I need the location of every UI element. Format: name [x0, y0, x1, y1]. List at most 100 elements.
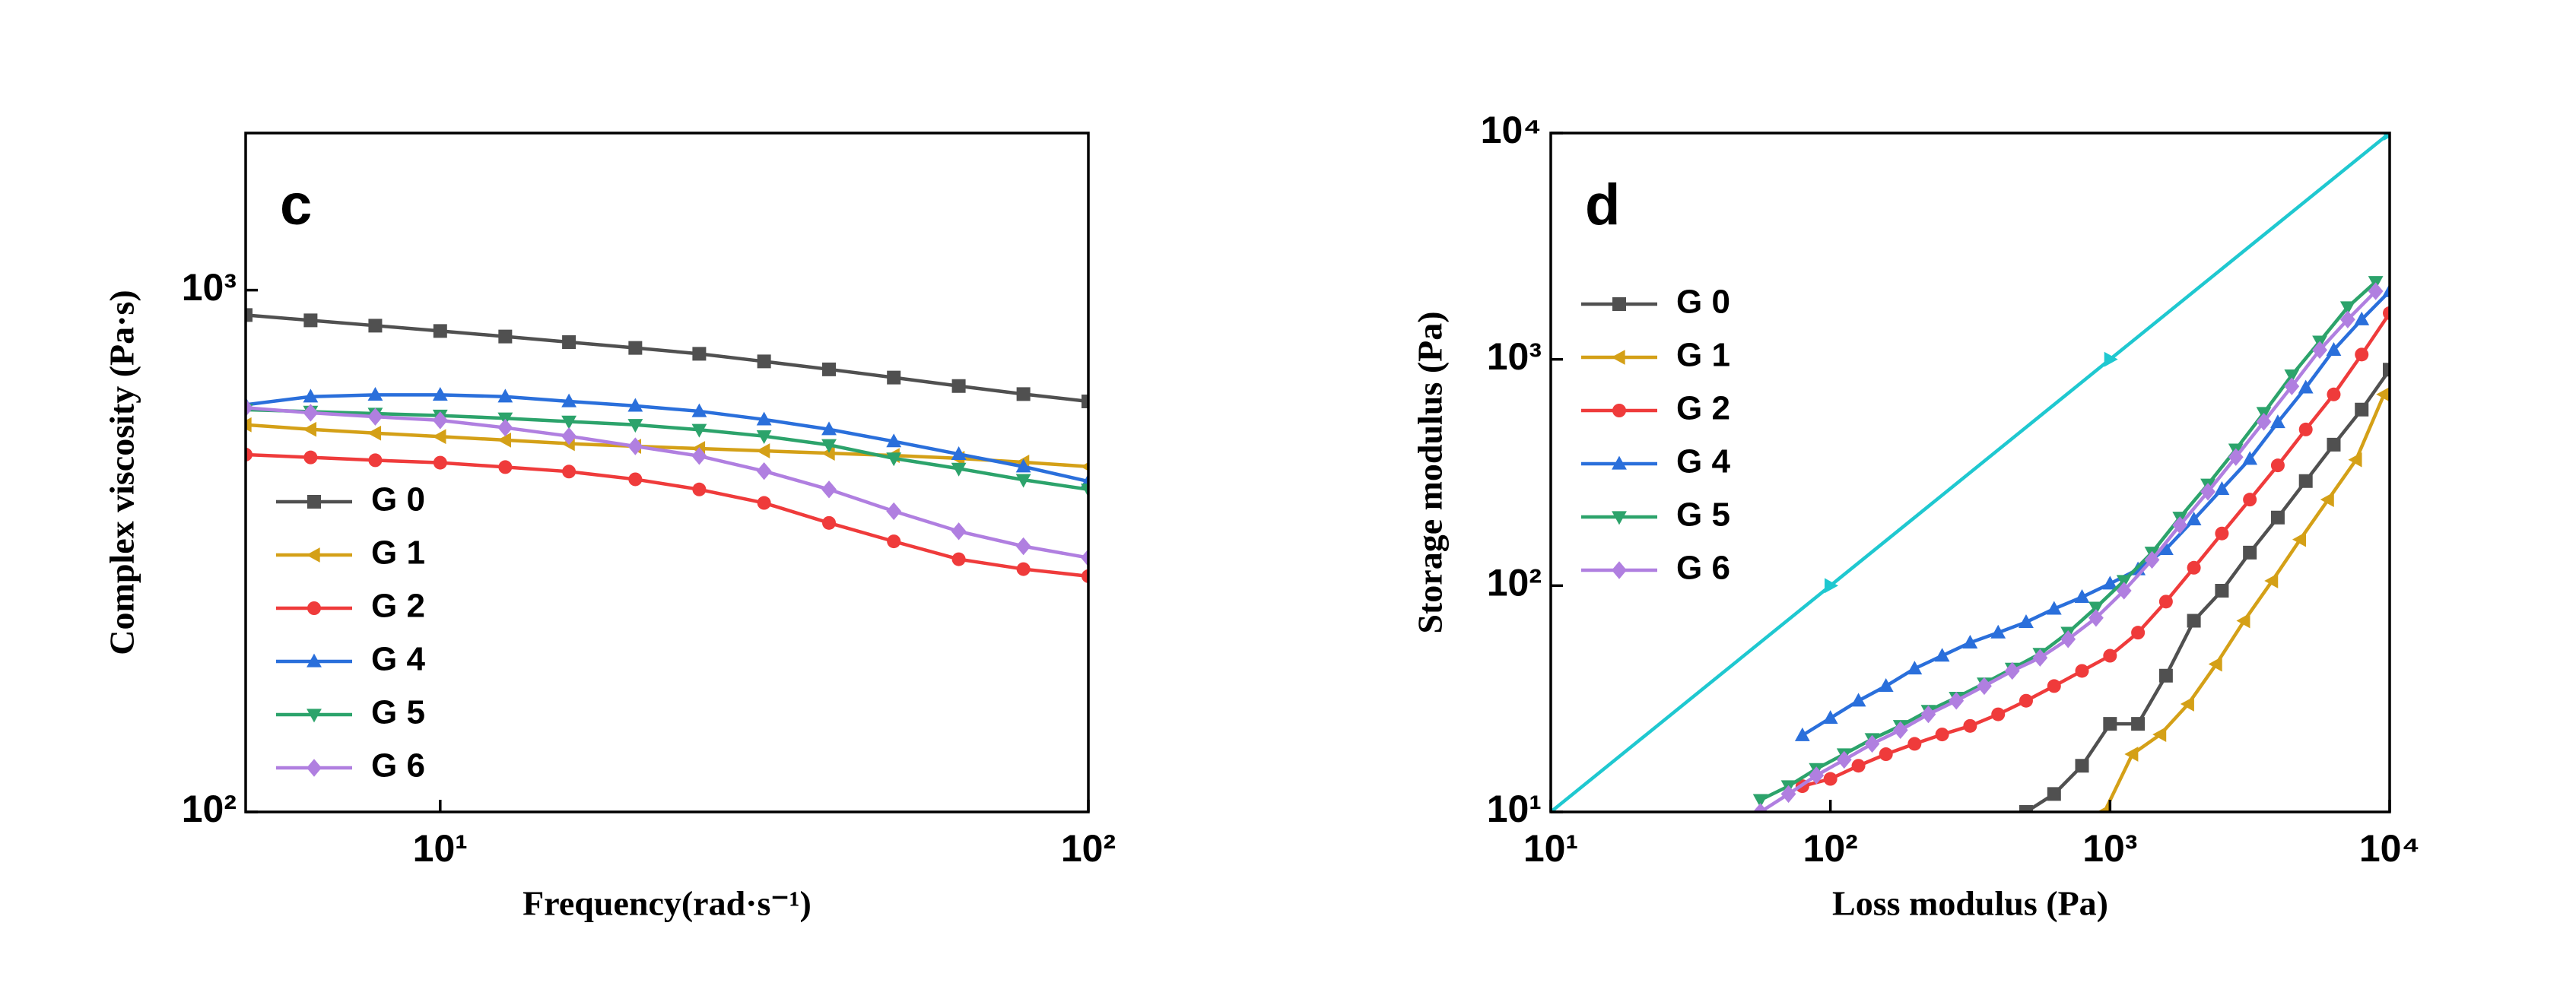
data-point — [2355, 402, 2369, 417]
data-point — [2355, 347, 2369, 362]
series-line — [246, 423, 1088, 468]
data-point — [2075, 664, 2089, 678]
legend-label: G 0 — [1676, 284, 1730, 321]
data-point — [1879, 747, 1893, 762]
data-point — [886, 502, 902, 521]
data-point — [2270, 458, 2285, 473]
series — [1795, 306, 2390, 794]
data-point — [561, 393, 577, 407]
data-point — [2144, 550, 2160, 569]
data-point — [497, 418, 513, 437]
data-point — [1082, 394, 1088, 408]
legend-label: G 2 — [1676, 390, 1730, 427]
data-point — [628, 341, 643, 355]
x-tick-label: 10³ — [2082, 827, 2137, 870]
legend-label: G 4 — [371, 641, 425, 678]
y-tick-label: 10⁴ — [1481, 109, 1542, 151]
y-axis-label: Storage modulus (Pa) — [1411, 311, 1450, 633]
data-point — [691, 447, 707, 465]
data-point — [2264, 573, 2279, 588]
series — [2096, 387, 2390, 812]
data-point — [2327, 437, 2341, 452]
data-point — [2354, 311, 2370, 325]
y-axis-label: Complex viscosity (Pa·s) — [103, 290, 141, 655]
data-point — [1822, 710, 1838, 725]
x-tick-label: 10² — [1803, 827, 1858, 870]
data-point — [951, 379, 966, 393]
legend-marker — [1611, 350, 1625, 365]
data-point — [1990, 624, 2006, 639]
data-point — [2172, 516, 2188, 534]
data-point — [1935, 728, 1949, 742]
data-point — [2348, 452, 2362, 468]
data-point — [1016, 562, 1031, 576]
x-tick-label: 10¹ — [1523, 827, 1578, 870]
data-point — [561, 426, 577, 446]
data-point — [246, 308, 253, 322]
series — [246, 386, 1088, 487]
data-point — [368, 453, 383, 468]
data-point — [691, 423, 707, 438]
data-point — [1809, 766, 1825, 785]
data-point — [1082, 569, 1088, 583]
data-point — [692, 347, 707, 361]
data-point — [2208, 656, 2222, 672]
legend-label: G 5 — [371, 694, 425, 731]
y-tick-label: 10² — [1487, 562, 1542, 604]
series-line — [1759, 290, 2377, 812]
legend-marker — [307, 601, 321, 615]
data-point — [2152, 727, 2167, 742]
data-point — [2186, 511, 2202, 525]
data-point — [2019, 805, 2033, 812]
data-point — [1962, 634, 1978, 648]
data-point — [2116, 582, 2132, 600]
series — [1794, 283, 2390, 741]
x-tick-label: 10² — [1061, 827, 1116, 870]
data-point — [1991, 707, 2006, 721]
data-point — [951, 446, 967, 460]
data-point — [432, 429, 446, 445]
data-point — [1080, 462, 1088, 471]
data-point — [757, 354, 771, 369]
series-line — [246, 313, 1088, 404]
data-point — [1836, 750, 1852, 769]
plot-frame — [244, 132, 1090, 813]
data-point — [1823, 772, 1838, 786]
data-point — [2060, 630, 2076, 648]
data-point — [822, 362, 837, 376]
legend-marker — [307, 495, 321, 509]
data-point — [2215, 583, 2229, 598]
series-line — [1551, 133, 2390, 812]
data-point — [562, 465, 577, 479]
data-point — [2256, 413, 2272, 431]
data-point — [822, 515, 837, 530]
data-point — [1851, 759, 1866, 773]
data-point — [1015, 474, 1031, 488]
data-point — [432, 411, 448, 430]
data-point — [497, 432, 511, 448]
data-point — [2046, 601, 2062, 615]
data-point — [2047, 679, 2061, 693]
data-point — [367, 407, 383, 426]
data-point — [246, 447, 253, 461]
data-point — [821, 480, 837, 499]
legend-marker — [1612, 455, 1627, 470]
legend-marker — [307, 759, 322, 777]
data-point — [1825, 578, 1839, 594]
legend-marker — [1612, 297, 1626, 311]
x-tick-label: 10⁴ — [2359, 827, 2420, 870]
data-point — [2158, 595, 2173, 609]
data-point — [1934, 648, 1950, 662]
data-point — [886, 433, 902, 448]
data-point — [303, 450, 318, 465]
data-point — [1907, 661, 1923, 675]
data-point — [2158, 541, 2174, 555]
series-line — [246, 452, 1088, 579]
data-point — [2284, 369, 2300, 384]
series-line — [246, 407, 1088, 492]
data-point — [1752, 803, 1768, 812]
data-point — [303, 421, 317, 437]
data-point — [2298, 422, 2313, 436]
data-point — [2215, 526, 2229, 541]
data-point — [951, 552, 966, 566]
